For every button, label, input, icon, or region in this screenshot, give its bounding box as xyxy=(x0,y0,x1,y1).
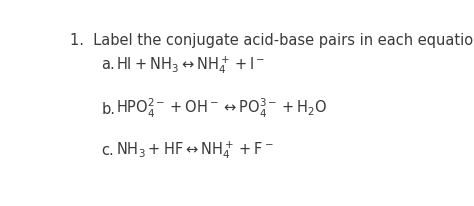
Text: $\mathrm{NH_3 + HF \leftrightarrow NH_4^+ + F^-}$: $\mathrm{NH_3 + HF \leftrightarrow NH_4^… xyxy=(116,139,273,161)
Text: 1.  Label the conjugate acid-base pairs in each equation:: 1. Label the conjugate acid-base pairs i… xyxy=(70,33,474,48)
Text: c.: c. xyxy=(101,143,114,158)
Text: a.: a. xyxy=(101,57,115,72)
Text: b.: b. xyxy=(101,102,116,117)
Text: $\mathrm{HPO_4^{2-} + OH^- \leftrightarrow PO_4^{3-} + H_2O}$: $\mathrm{HPO_4^{2-} + OH^- \leftrightarr… xyxy=(116,97,328,120)
Text: $\mathrm{HI + NH_3 \leftrightarrow NH_4^+ + I^-}$: $\mathrm{HI + NH_3 \leftrightarrow NH_4^… xyxy=(116,54,265,76)
